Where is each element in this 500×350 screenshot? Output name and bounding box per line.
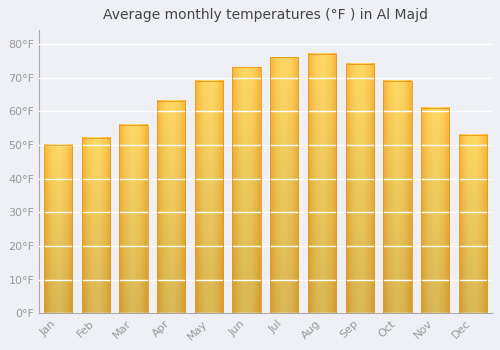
Bar xyxy=(44,145,72,313)
Bar xyxy=(270,57,298,313)
Bar xyxy=(308,54,336,313)
Bar xyxy=(346,64,374,313)
Title: Average monthly temperatures (°F ) in Al Majd: Average monthly temperatures (°F ) in Al… xyxy=(103,8,428,22)
Bar xyxy=(120,125,148,313)
Bar xyxy=(384,81,411,313)
Bar xyxy=(232,68,260,313)
Bar xyxy=(458,135,487,313)
Bar xyxy=(82,138,110,313)
Bar xyxy=(157,101,186,313)
Bar xyxy=(194,81,223,313)
Bar xyxy=(421,108,449,313)
